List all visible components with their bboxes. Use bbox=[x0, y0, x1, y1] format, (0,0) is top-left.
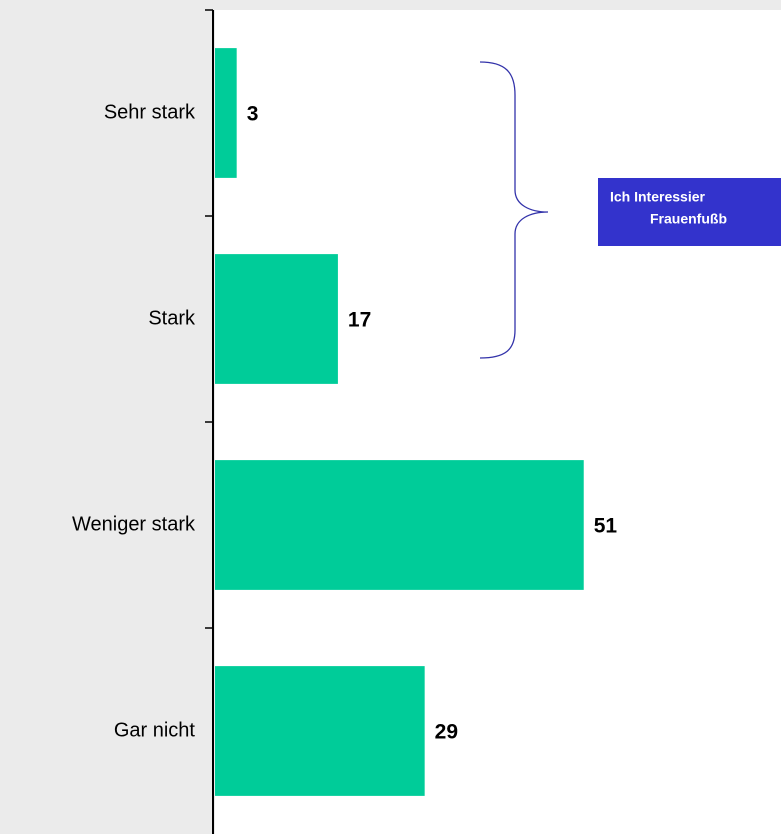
value-label: 3 bbox=[247, 103, 259, 126]
value-label: 51 bbox=[594, 515, 618, 538]
bar bbox=[215, 666, 425, 796]
category-label: Weniger stark bbox=[72, 513, 196, 535]
annotation-text: Ich Interessier bbox=[610, 189, 705, 205]
category-label: Gar nicht bbox=[114, 719, 196, 741]
bar bbox=[215, 48, 237, 178]
bar bbox=[215, 460, 584, 590]
annotation-text: Frauenfußb bbox=[650, 211, 727, 227]
brace bbox=[479, 61, 549, 359]
marks: 3 Sehr stark 17 Stark 51 Weniger stark 29 Gar n… bbox=[72, 9, 618, 796]
annotation-box bbox=[598, 178, 781, 246]
value-label: 29 bbox=[435, 721, 458, 744]
category-label: Sehr stark bbox=[104, 101, 196, 123]
bar bbox=[215, 254, 338, 384]
category-label: Stark bbox=[148, 307, 196, 329]
value-label: 17 bbox=[348, 309, 371, 332]
